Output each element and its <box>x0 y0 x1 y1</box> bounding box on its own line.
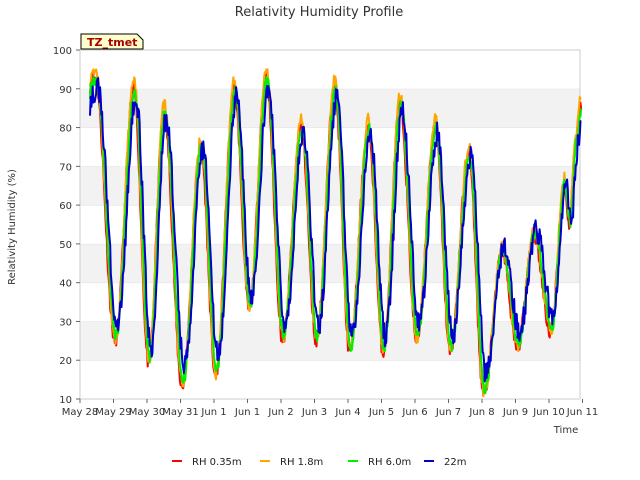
y-tick-label: 20 <box>59 356 72 367</box>
y-tick-label: 50 <box>59 240 72 251</box>
series-line-22m <box>89 77 582 383</box>
x-tick-label: Jun 3 <box>301 407 327 418</box>
chart-title: Relativity Humidity Profile <box>235 5 403 20</box>
legend-label: RH 1.8m <box>280 457 323 468</box>
legend-label: RH 0.35m <box>192 457 242 468</box>
x-tick-label: Jun 9 <box>502 407 528 418</box>
y-tick-label: 80 <box>59 124 72 135</box>
grid-bands <box>80 49 580 399</box>
grid-band <box>80 321 580 361</box>
x-axis-label: Time <box>553 425 578 436</box>
x-tick-label: May 31 <box>162 407 199 418</box>
x-tick-label: Jun 8 <box>468 407 494 418</box>
x-tick-label: Jun 5 <box>368 407 394 418</box>
x-tick-label: May 28 <box>62 407 99 418</box>
x-tick-label: May 29 <box>95 407 132 418</box>
grid-band <box>80 360 580 399</box>
plot-frame <box>79 49 581 400</box>
grid-band <box>80 50 580 89</box>
y-tick-label: 30 <box>59 317 72 328</box>
x-tick-label: Jun 6 <box>401 407 427 418</box>
x-tick-label: Jun 4 <box>334 407 360 418</box>
y-tick-label: 90 <box>59 85 72 96</box>
annotation-box <box>80 33 144 50</box>
x-tick-label: Jun 2 <box>267 407 293 418</box>
y-tick-label: 100 <box>53 46 72 57</box>
x-tick-label: May 30 <box>129 407 166 418</box>
y-tick-label: 40 <box>59 279 72 290</box>
annotation-text: TZ_tmet <box>87 36 137 49</box>
tz-tmet-annotation: TZ_tmet <box>80 33 144 50</box>
series-lines <box>89 68 583 398</box>
legend-label: RH 6.0m <box>368 457 411 468</box>
grid-band <box>80 205 580 244</box>
legend: RH 0.35m RH 1.8m RH 6.0m 22m <box>172 457 466 468</box>
x-tick-label: Jun 7 <box>435 407 461 418</box>
legend-label: 22m <box>444 457 466 468</box>
y-tick-label: 70 <box>59 162 72 173</box>
x-tick-label: Jun 10 <box>532 407 565 418</box>
y-tick-label: 10 <box>59 395 72 406</box>
x-tick-label: Jun 11 <box>566 407 599 418</box>
y-axis: 10 20 30 40 50 60 70 80 90 100 <box>53 46 80 406</box>
y-axis-label: Relativity Humidity (%) <box>7 169 18 285</box>
x-tick-label: Jun 1 <box>234 407 260 418</box>
x-tick-label: Jun 1 <box>200 407 226 418</box>
y-tick-label: 60 <box>59 201 72 212</box>
